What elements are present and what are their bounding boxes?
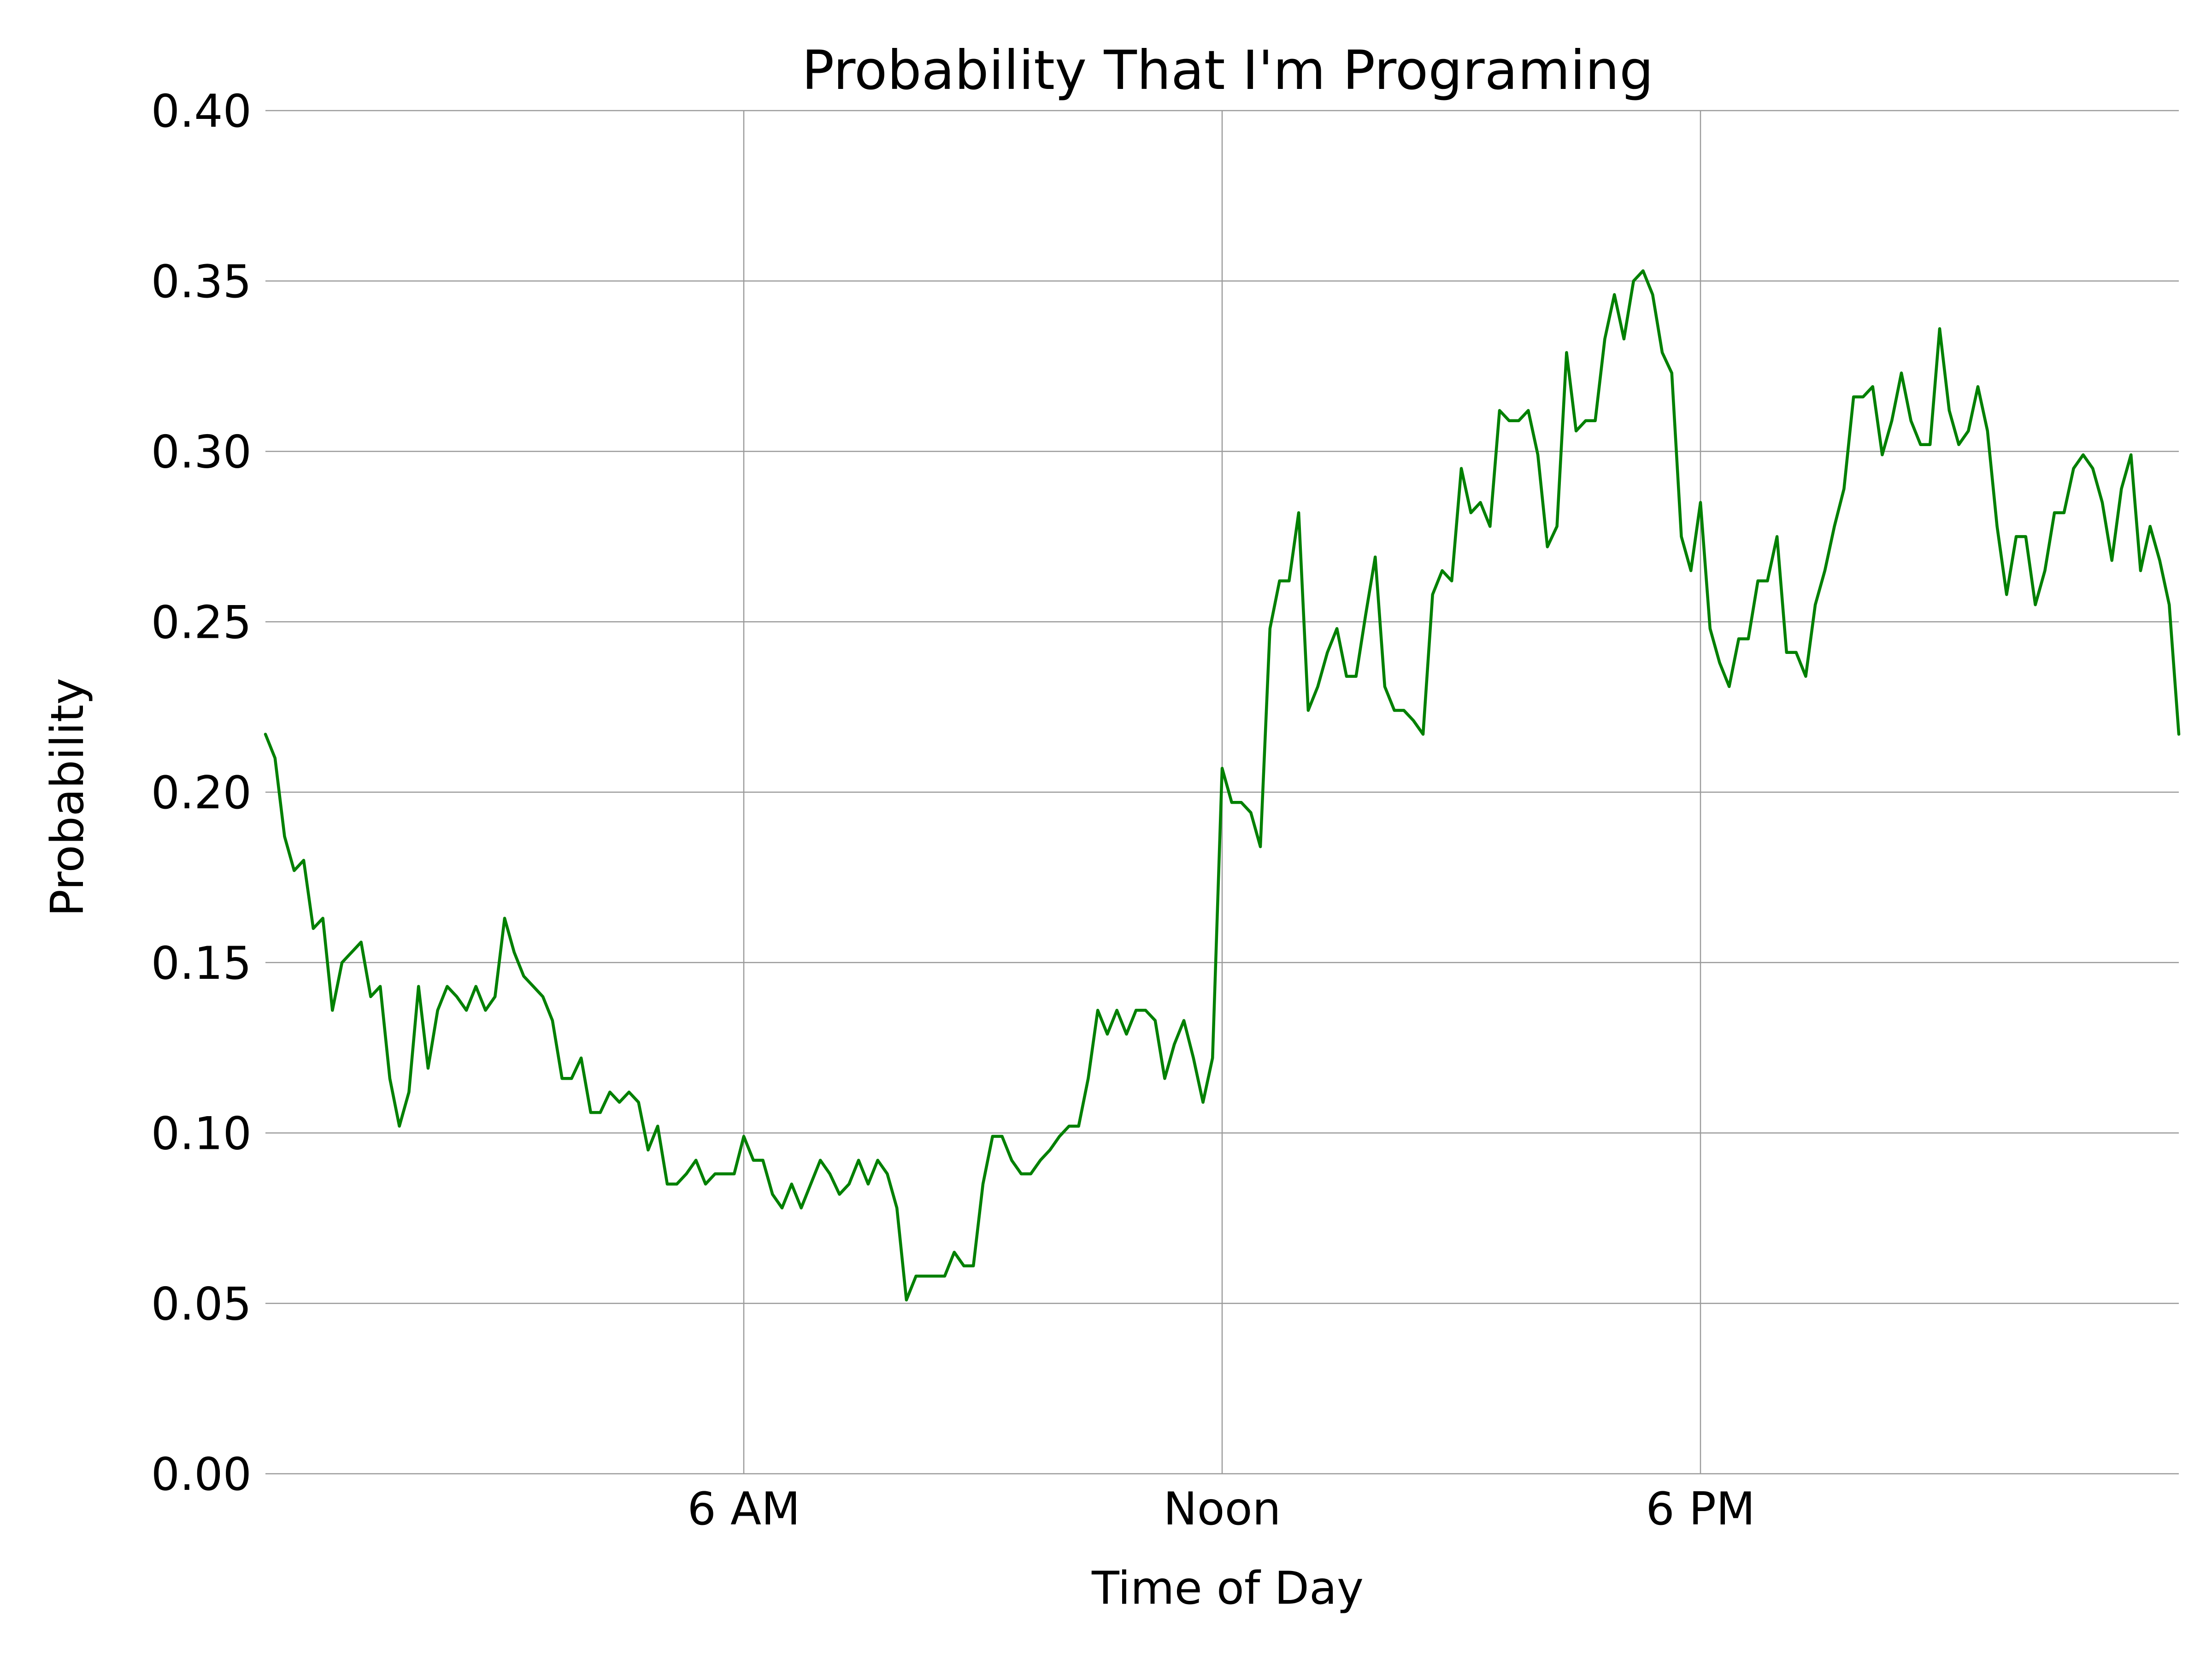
series-lines [264,269,2181,1302]
series-line [264,269,2181,1302]
y-tick-label: 0.00 [151,1448,252,1501]
y-axis-label: Probability [41,678,94,917]
chart-title: Probability That I'm Programing [802,39,1653,102]
y-tick-label: 0.05 [151,1278,252,1330]
x-tick-labels: 6 AM Noon 6 PM [687,1483,1755,1535]
x-tick-label: 6 PM [1646,1483,1755,1535]
y-tick-label: 0.25 [151,596,252,649]
y-tick-label: 0.30 [151,426,252,479]
y-tick-label: 0.15 [151,937,252,990]
x-axis-label: Time of Day [1091,1562,1364,1615]
y-tick-label: 0.40 [151,85,252,138]
y-tick-label: 0.20 [151,767,252,819]
x-tick-label: 6 AM [687,1483,800,1535]
x-tick-label: Noon [1163,1483,1281,1535]
y-tick-label: 0.35 [151,256,252,308]
y-tick-label: 0.10 [151,1108,252,1160]
y-tick-labels: 0.00 0.05 0.10 0.15 0.20 0.25 0.30 0.35 0.40 [151,85,252,1501]
